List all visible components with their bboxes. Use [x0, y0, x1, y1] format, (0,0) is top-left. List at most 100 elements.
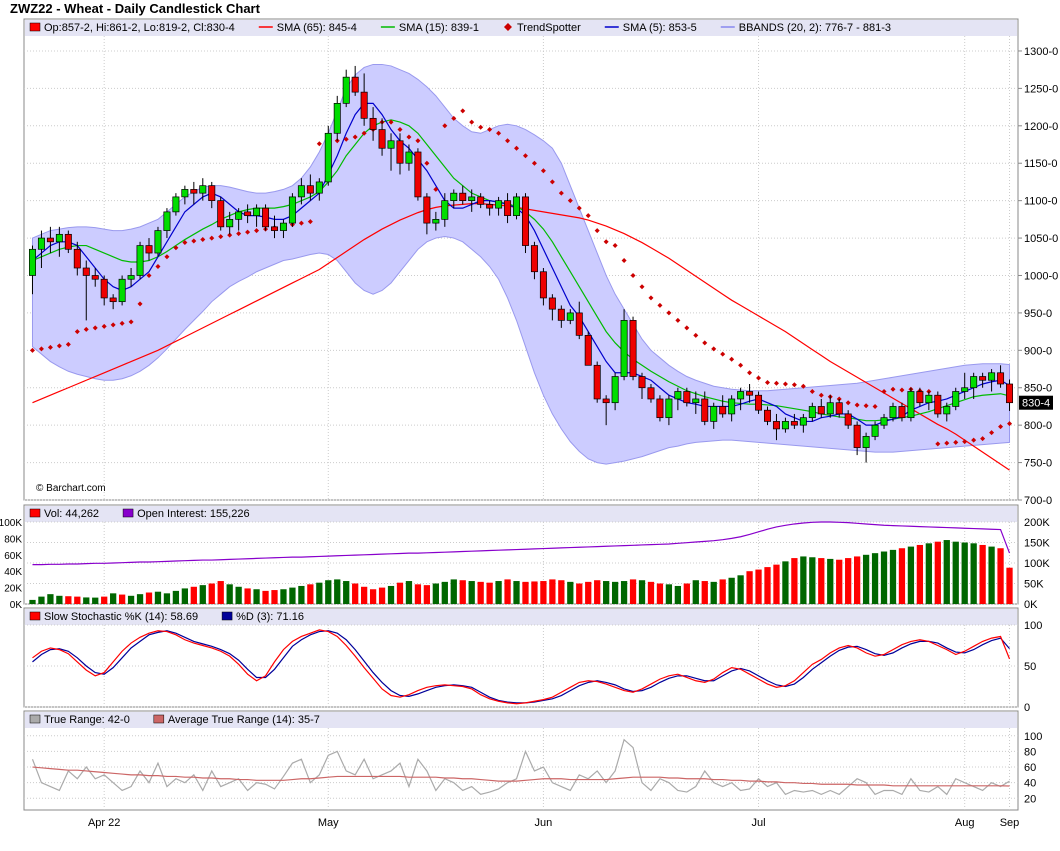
chart-title: ZWZ22 - Wheat - Daily Candlestick Chart [10, 1, 261, 16]
volume-bar [83, 597, 90, 604]
candle-body [100, 278, 108, 299]
volume-legend-swatch [122, 508, 134, 518]
trendspotter-marker [576, 205, 582, 211]
volume-bar [755, 569, 762, 604]
x-tick-label: Apr 22 [88, 817, 120, 829]
candle-body [835, 402, 843, 415]
trendspotter-marker [451, 115, 457, 121]
volume-bar [325, 580, 332, 604]
candle-body [808, 406, 816, 419]
trendspotter-marker [657, 302, 663, 308]
trendspotter-marker [245, 229, 251, 235]
stoch-legend-swatch [221, 611, 233, 621]
candle-body [306, 185, 314, 194]
trendspotter-marker [630, 272, 636, 278]
panel-legend-band-stoch [25, 609, 1017, 625]
volume-bar [74, 596, 81, 604]
volume-bar [118, 594, 126, 604]
volume-bar [979, 544, 986, 604]
volume-bar [576, 583, 583, 604]
trendspotter-marker [469, 119, 475, 125]
volume-bar [38, 596, 45, 604]
trendspotter-marker [693, 332, 699, 338]
trendspotter-marker [944, 440, 950, 446]
trendspotter-marker [101, 323, 107, 329]
volume-bar [585, 581, 592, 604]
bollinger-band [31, 63, 1011, 465]
volume-bar [271, 590, 278, 604]
volume-bar [988, 546, 995, 604]
trendspotter-marker [496, 130, 502, 136]
trendspotter-marker [711, 346, 717, 352]
range-legend-swatch [29, 714, 41, 724]
trendspotter-marker [227, 232, 233, 238]
volume-bar [594, 580, 601, 604]
trendspotter-marker [648, 295, 654, 301]
open-interest-line [32, 521, 1011, 566]
volume-bar [307, 584, 314, 604]
volume-bar [360, 586, 368, 604]
candle-body [145, 245, 153, 254]
trendspotter-marker [38, 346, 44, 352]
trendspotter-marker [729, 356, 735, 362]
price-legend-label: Op:857-2, Hi:861-2, Lo:819-2, Cl:830-4 [44, 22, 235, 34]
volume-bar [101, 596, 108, 604]
trendspotter-marker [164, 254, 170, 260]
trendspotter-marker [209, 235, 215, 241]
volume-bar [405, 581, 413, 604]
volume-bar [136, 594, 144, 604]
candle-body [288, 196, 296, 224]
volume-bar [916, 544, 924, 604]
volume-legend-label: Vol: 44,262 [44, 508, 99, 520]
candle-body [486, 204, 494, 209]
trendspotter-marker [738, 362, 744, 368]
trendspotter-marker [621, 258, 627, 264]
volume-bar [289, 587, 296, 604]
range-legend-swatch [153, 714, 165, 724]
volume-bar [1006, 567, 1013, 604]
candle-body [557, 308, 565, 321]
candle-body [853, 424, 861, 448]
price-tick-label: 1250-0 [1024, 83, 1058, 95]
trendspotter-marker [765, 380, 770, 386]
candle-body [64, 233, 72, 250]
candle-body [979, 376, 987, 381]
volume-bar [701, 581, 708, 604]
volume-bar [459, 580, 466, 604]
stoch-tick: 50 [1024, 661, 1036, 673]
volume-bar [495, 581, 502, 604]
volume-bar [809, 557, 816, 604]
candle-body [593, 364, 601, 400]
candle-body [539, 271, 547, 299]
price-legend-label: SMA (15): 839-1 [399, 22, 479, 34]
volume-bar [110, 593, 117, 604]
volume-bar [853, 556, 861, 604]
trendspotter-marker [720, 351, 726, 357]
candle-body [584, 335, 592, 366]
volume-bar [226, 584, 233, 604]
candle-body [997, 372, 1005, 385]
volume-right-tick: 50K [1024, 579, 1044, 591]
price-tick-label: 1050-0 [1024, 233, 1058, 245]
range-legend-label: True Range: 42-0 [44, 714, 130, 726]
trendspotter-marker [182, 240, 188, 246]
trendspotter-marker [585, 213, 591, 219]
trendspotter-marker [1007, 421, 1013, 427]
volume-bar [970, 543, 977, 604]
price-tick-label: 1200-0 [1024, 121, 1058, 133]
sma65-line [32, 203, 1010, 471]
trendspotter-marker [155, 264, 161, 270]
price-tick-label: 950-0 [1024, 308, 1052, 320]
trendspotter-marker [818, 392, 824, 398]
candle-body [790, 421, 798, 426]
range-tick: 60 [1024, 762, 1036, 774]
volume-bar [818, 558, 825, 604]
volume-bar [719, 579, 726, 604]
volume-bar [629, 579, 637, 604]
range-tick: 40 [1024, 778, 1036, 790]
trendspotter-marker [415, 138, 421, 144]
volume-bar [907, 546, 915, 604]
volume-bar [558, 580, 565, 604]
volume-bar [620, 581, 628, 604]
